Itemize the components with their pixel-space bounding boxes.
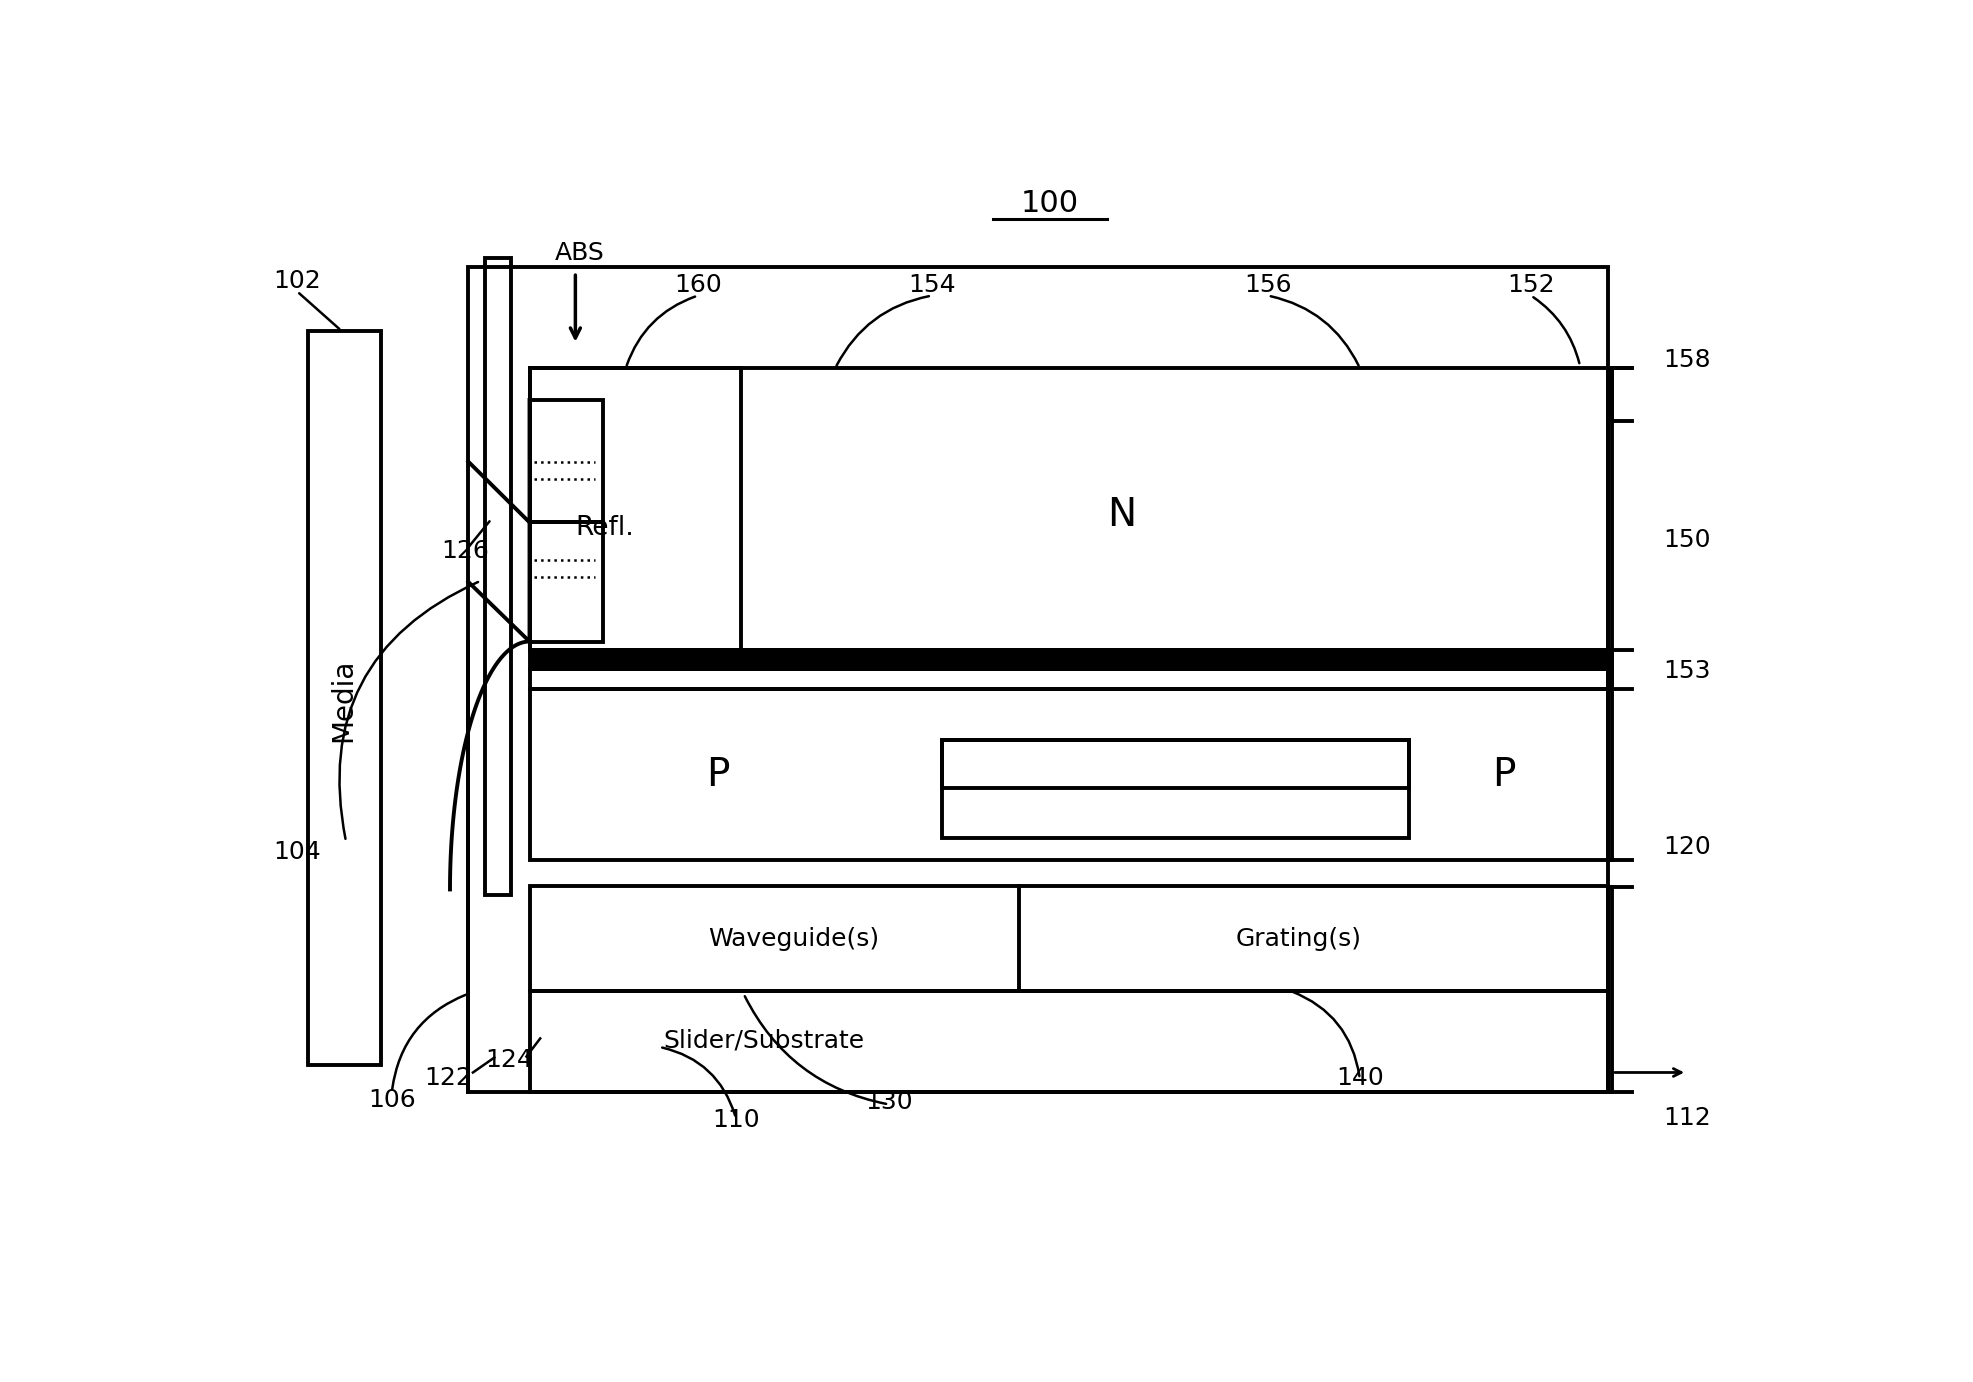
Text: 152: 152 (1507, 274, 1555, 297)
Bar (529, 650, 1608, 669)
Text: 150: 150 (1663, 528, 1711, 553)
Text: 126: 126 (442, 539, 489, 562)
Text: 112: 112 (1663, 1106, 1711, 1130)
Text: 100: 100 (1020, 188, 1079, 217)
Text: Grating(s): Grating(s) (1235, 927, 1361, 951)
Bar (529, 522, 604, 641)
Bar (529, 690, 1608, 860)
Bar (529, 991, 1608, 1092)
Text: P: P (706, 756, 730, 793)
Text: 110: 110 (712, 1108, 760, 1132)
Bar (943, 741, 1409, 788)
Text: 124: 124 (485, 1048, 533, 1071)
Text: 154: 154 (908, 274, 955, 297)
Text: 153: 153 (1663, 659, 1711, 683)
Text: N: N (1107, 496, 1136, 533)
Bar (468, 267, 1608, 1092)
Text: 104: 104 (272, 840, 322, 864)
Bar (529, 886, 1608, 991)
Bar (529, 399, 604, 522)
Text: P: P (1492, 756, 1515, 793)
Text: 102: 102 (272, 268, 322, 293)
Text: Slider/Substrate: Slider/Substrate (663, 1028, 864, 1053)
Text: 156: 156 (1245, 274, 1292, 297)
Text: 106: 106 (369, 1088, 416, 1113)
Bar (529, 368, 740, 650)
Text: 140: 140 (1336, 1066, 1383, 1090)
Bar (308, 330, 381, 1066)
Text: Refl.: Refl. (574, 514, 633, 540)
Bar (485, 258, 511, 894)
Text: 160: 160 (675, 274, 722, 297)
Bar (529, 669, 1608, 690)
Text: 120: 120 (1663, 835, 1711, 858)
Bar (529, 368, 1608, 650)
Text: Media: Media (329, 658, 357, 742)
Text: ABS: ABS (554, 240, 606, 265)
Text: Waveguide(s): Waveguide(s) (708, 927, 880, 951)
Bar (943, 741, 1409, 839)
Text: 130: 130 (864, 1090, 913, 1114)
Text: 122: 122 (424, 1066, 472, 1090)
Text: 158: 158 (1663, 347, 1711, 372)
